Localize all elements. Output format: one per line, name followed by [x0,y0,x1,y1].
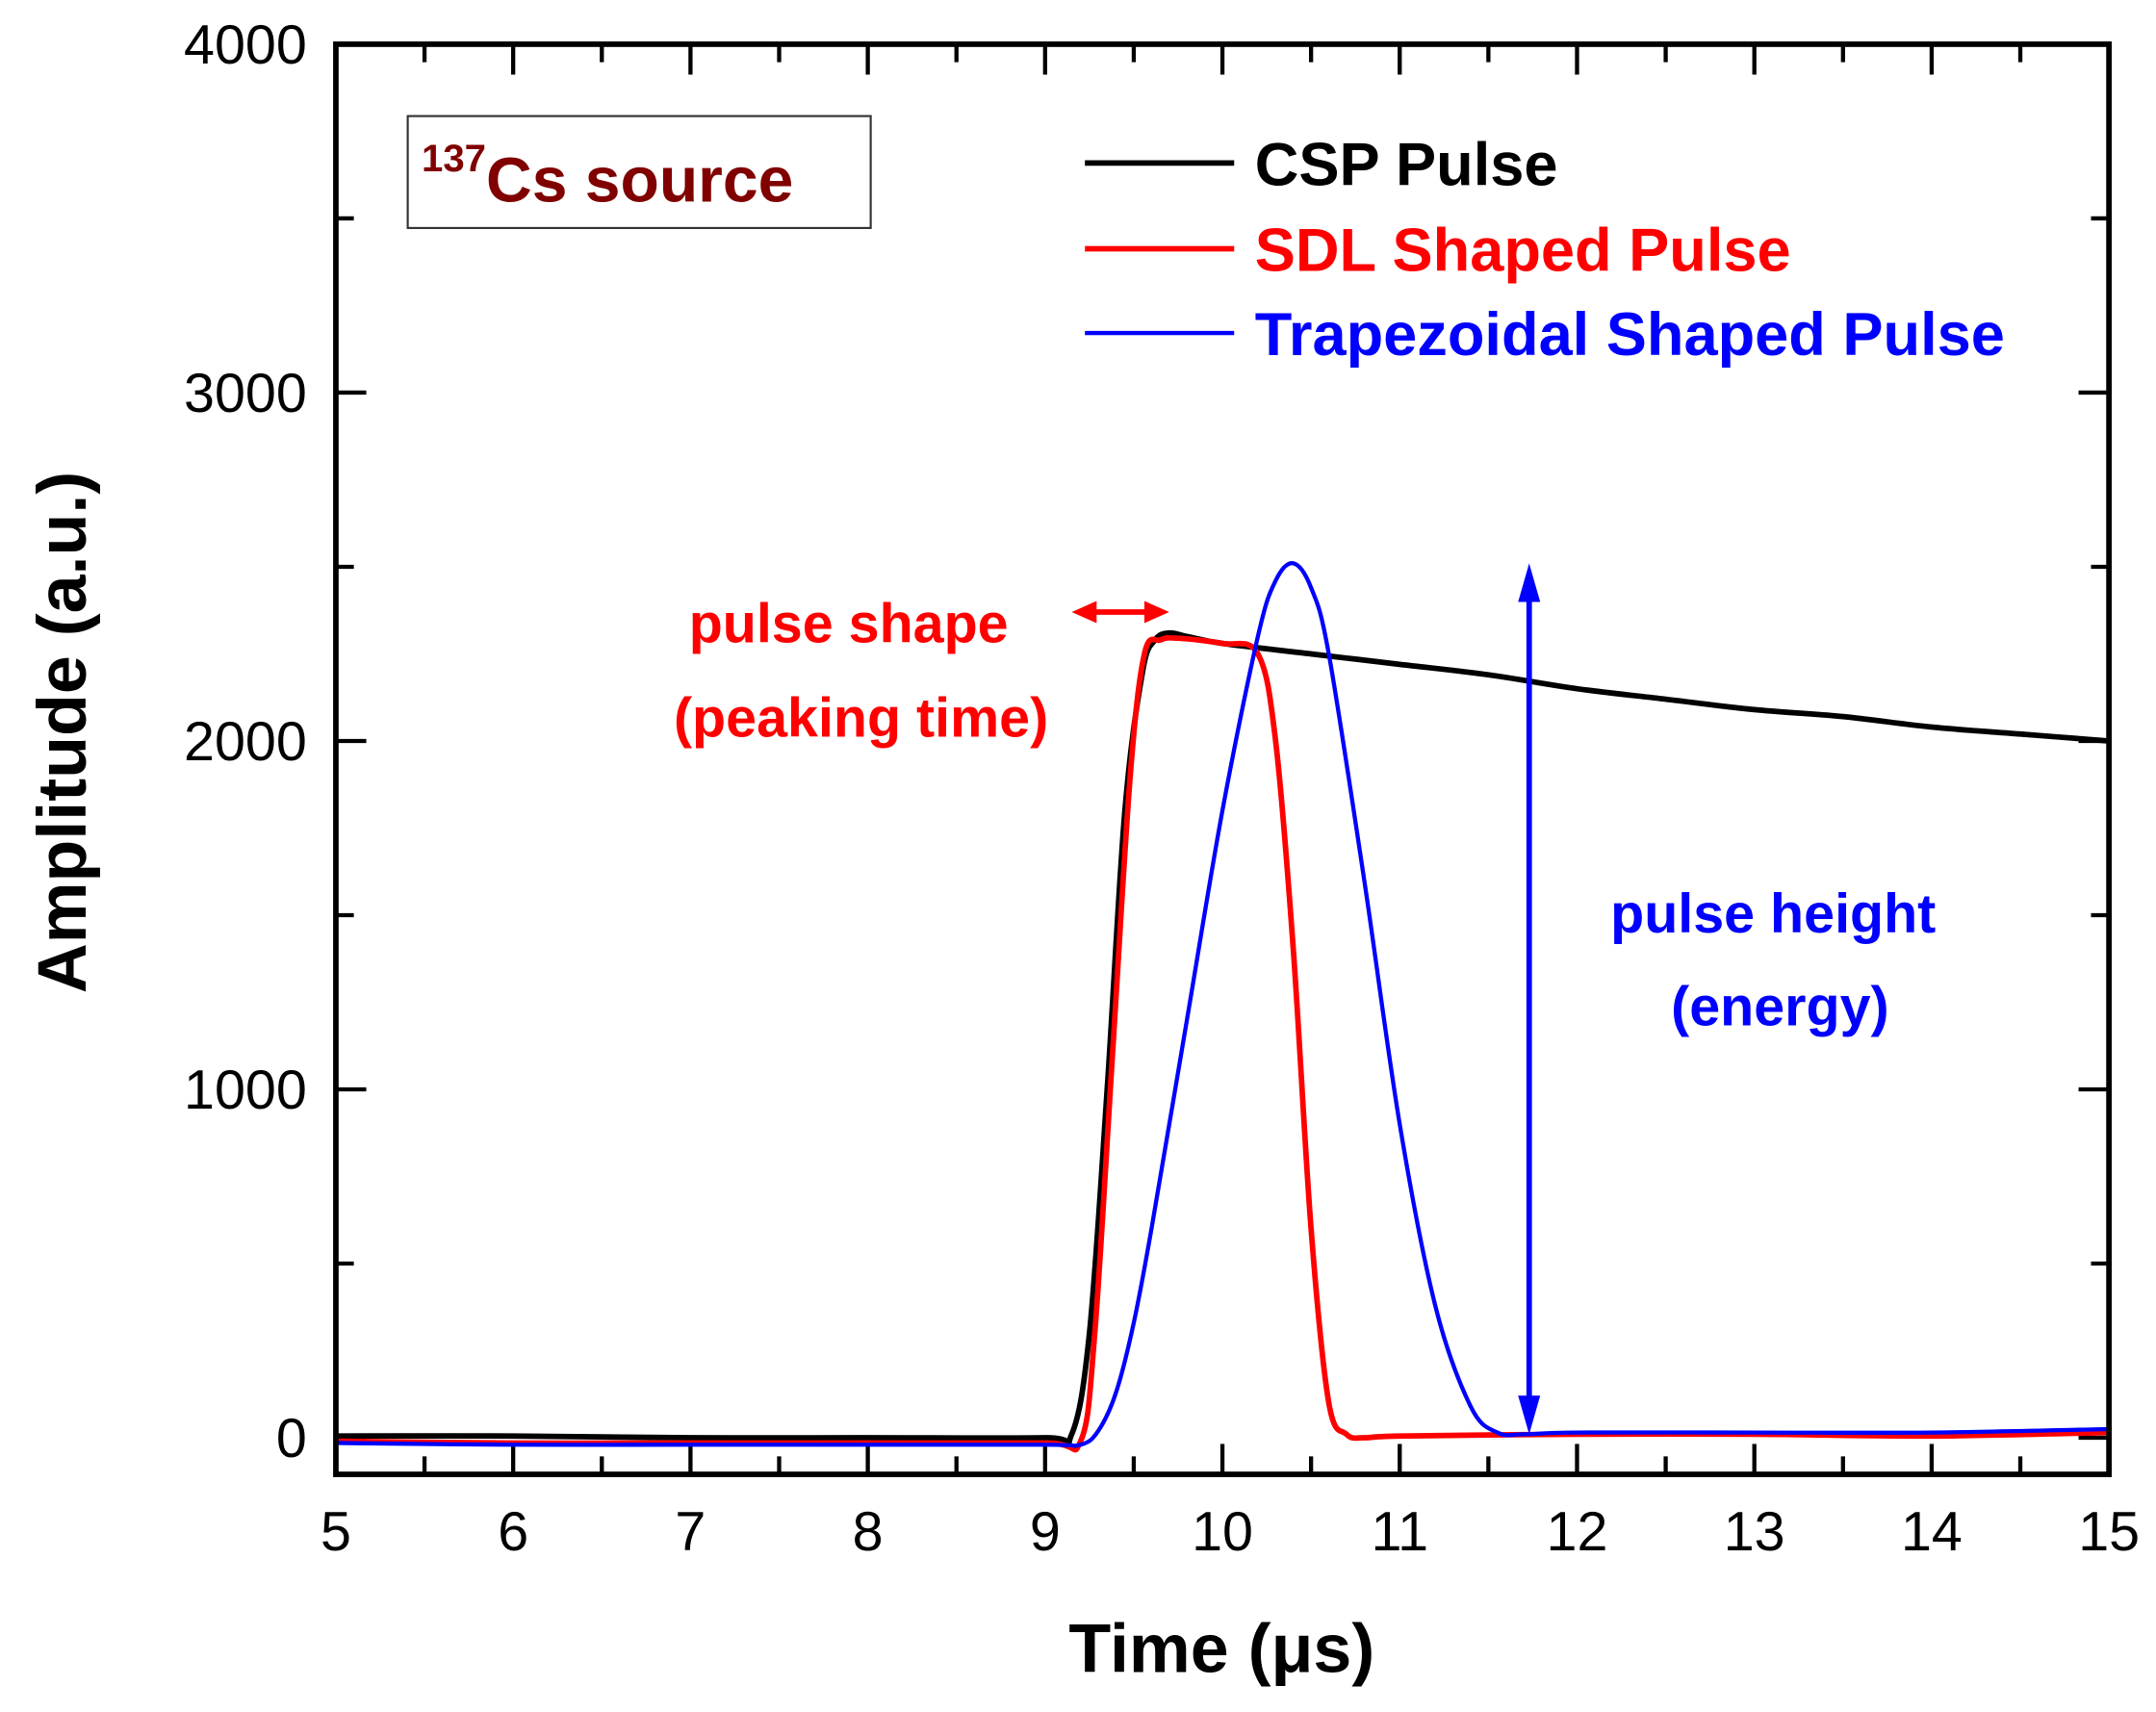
plot-frame [333,41,2113,1477]
x-tick-label: 9 [1030,1501,1061,1563]
x-tick-label: 14 [1901,1501,1963,1563]
series-line-csp [335,629,2110,1446]
annotation-peaking-time: (peaking time) [674,687,1048,749]
x-axis-title: Time (μs) [1068,1610,1374,1687]
series-line-trapezoidal [335,561,2110,1448]
x-tick-label: 5 [321,1501,351,1563]
series-line-sdl [335,634,2110,1453]
x-tick-label: 15 [2078,1501,2140,1563]
x-tick-label: 11 [1371,1501,1428,1563]
x-tick-label: 7 [675,1501,706,1563]
legend-label-trapezoidal: Trapezoidal Shaped Pulse [1255,301,2005,369]
x-tick-label: 8 [853,1501,884,1563]
x-tick-label: 12 [1547,1501,1608,1563]
y-tick-label: 4000 [184,14,307,76]
x-tick-label: 13 [1724,1501,1785,1563]
y-tick-label: 3000 [184,363,307,424]
legend: CSP Pulse SDL Shaped Pulse Trapezoidal S… [1085,131,2005,369]
x-tick-label: 6 [498,1501,528,1563]
axis-ticks: 5 6 7 8 9 10 11 12 13 14 15 0 1000 2000 3000 4000 [184,14,2140,1563]
legend-label-sdl: SDL Shaped Pulse [1255,217,1791,284]
annotation-pulse-shape: pulse shape [689,594,1009,655]
annotation-pulse-height: pulse height [1610,883,1936,945]
arrowhead-right [1143,600,1169,624]
legend-label-csp: CSP Pulse [1255,131,1558,198]
annotation-energy: (energy) [1671,976,1889,1037]
y-axis-title: Amplitude (a.u.) [24,472,101,993]
arrowhead-down [1518,1395,1541,1435]
svg-text:137Cs source: 137Cs source [422,137,793,216]
y-tick-label: 1000 [184,1060,307,1121]
source-superscript: 137 [422,137,486,180]
source-label: Cs source [486,144,793,216]
series-lines [335,561,2110,1453]
source-box: 137Cs source [406,115,872,229]
x-tick-label: 10 [1192,1501,1253,1563]
arrowhead-up [1518,563,1541,602]
annotation-arrows [1071,563,1541,1435]
y-tick-label: 2000 [184,711,307,773]
y-tick-label: 0 [276,1408,307,1469]
arrowhead-left [1071,600,1097,624]
